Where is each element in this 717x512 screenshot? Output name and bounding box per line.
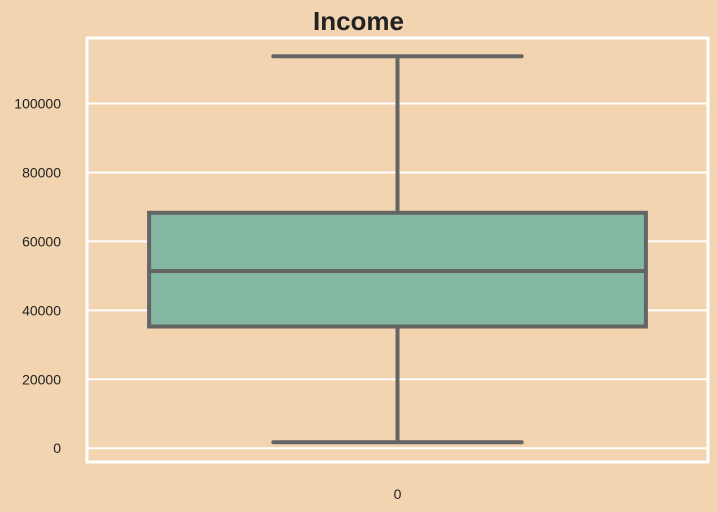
y-axis-ticks: 0 20000 40000 60000 80000 100000 <box>14 95 61 456</box>
chart-title: Income <box>313 6 404 36</box>
y-tick-label: 60000 <box>22 233 61 249</box>
y-tick-label: 100000 <box>14 95 61 111</box>
x-axis-ticks: 0 <box>394 486 402 502</box>
x-tick-label: 0 <box>394 486 402 502</box>
plot-frame <box>85 36 710 464</box>
box-layer <box>147 54 648 445</box>
y-tick-label: 20000 <box>22 371 61 387</box>
y-tick-label: 80000 <box>22 164 61 180</box>
y-tick-label: 0 <box>53 440 61 456</box>
y-tick-label: 40000 <box>22 302 61 318</box>
box-0 <box>147 54 648 445</box>
